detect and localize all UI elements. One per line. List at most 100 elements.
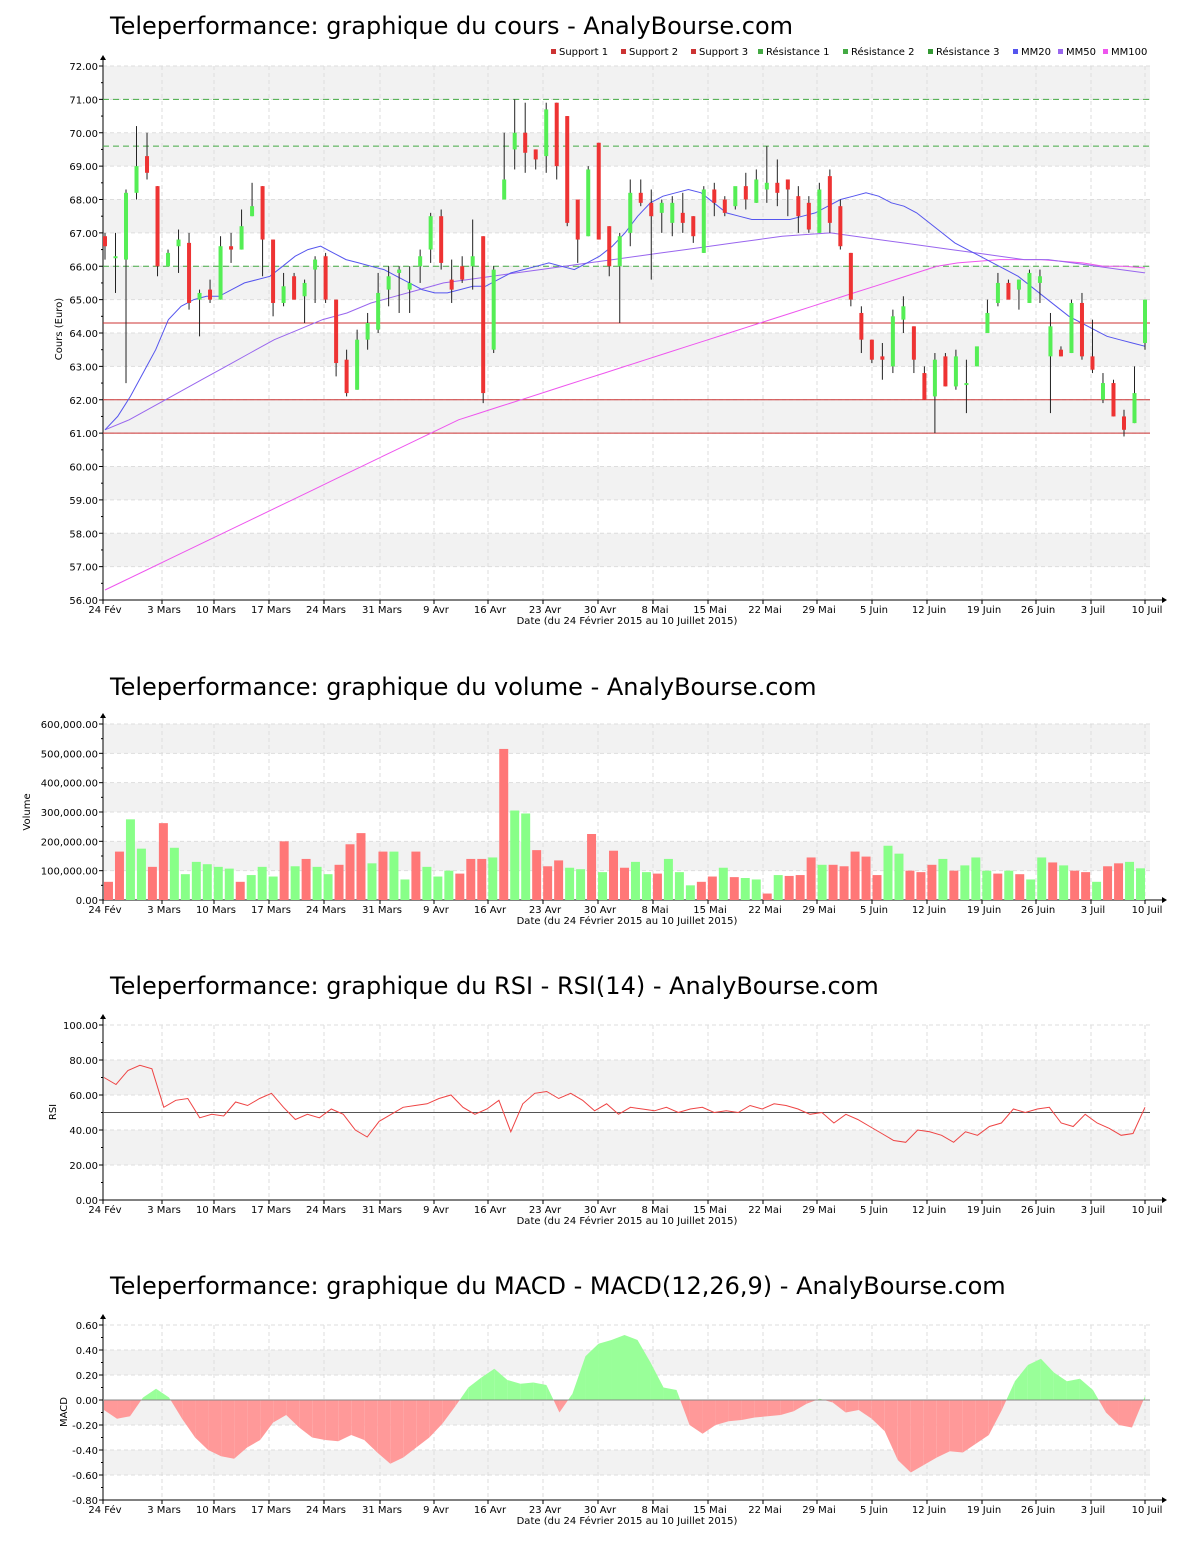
volume-bar: [1125, 861, 1135, 900]
volume-bar: [850, 851, 860, 900]
macd-area-segment: [141, 1397, 144, 1400]
macd-ytick-label: -0.40: [72, 1446, 98, 1457]
rsi-xtick-label: 10 Mars: [196, 1205, 236, 1216]
volume-bar: [312, 866, 322, 900]
volume-ylabel: Volume: [22, 793, 33, 830]
volume-bar: [334, 864, 344, 900]
price-xtick-label: 26 Juin: [1021, 605, 1055, 616]
candle-body: [943, 356, 948, 387]
macd-area-segment: [962, 1400, 976, 1453]
volume-bar: [773, 875, 783, 900]
price-xtick-label: 3 Mars: [147, 605, 181, 616]
macd-area-segment: [520, 1382, 534, 1400]
volume-xtick-label: 17 Mars: [251, 905, 291, 916]
volume-bar: [290, 866, 300, 900]
volume-xtick-label: 8 Mai: [641, 905, 668, 916]
volume-chart-title: Teleperformance: graphique du volume - A…: [109, 673, 816, 701]
macd-xtick-label: 29 Mai: [802, 1505, 835, 1516]
legend-swatch: [621, 49, 626, 54]
volume-bar: [104, 881, 113, 900]
price-xtick-label: 19 Juin: [967, 605, 1001, 616]
price-xtick-label: 5 Juin: [860, 605, 888, 616]
volume-bar: [795, 875, 805, 900]
candle-body: [596, 142, 601, 240]
price-xtick-label: 10 Mars: [196, 605, 236, 616]
candle-body: [376, 292, 381, 330]
rsi-xtick-label: 30 Avr: [584, 1205, 617, 1216]
candle-body: [407, 282, 412, 290]
macd-area-segment: [546, 1385, 554, 1400]
rsi-band: [103, 1060, 1150, 1095]
price-ytick-label: 63.00: [69, 362, 98, 373]
volume-xtick-label: 16 Avr: [474, 905, 507, 916]
price-band: [103, 533, 1150, 567]
volume-ytick-label: 100,000.00: [41, 867, 98, 878]
candle-body: [764, 182, 769, 190]
volume-bar: [861, 856, 871, 900]
candle-body: [922, 373, 927, 400]
volume-bar: [707, 876, 717, 900]
volume-ytick-label: 400,000.00: [41, 779, 98, 790]
price-xtick-label: 29 Mai: [802, 605, 835, 616]
macd-area-segment: [1040, 1358, 1054, 1400]
candle-body: [775, 182, 780, 193]
volume-bar: [938, 858, 948, 900]
candle-body: [964, 383, 969, 386]
volume-bar: [158, 823, 168, 900]
macd-area-segment: [299, 1400, 313, 1438]
macd-area-segment: [403, 1400, 417, 1458]
rsi-ytick-label: 60.00: [69, 1091, 98, 1102]
macd-area-segment: [824, 1400, 833, 1403]
rsi-xtick-label: 23 Avr: [529, 1205, 562, 1216]
candle-body: [817, 189, 822, 233]
macd-area-segment: [676, 1390, 681, 1400]
macd-chart-title: Teleperformance: graphique du MACD - MAC…: [109, 1272, 1006, 1300]
price-ytick-label: 67.00: [69, 229, 98, 240]
price-xtick-label: 10 Juil: [1132, 605, 1163, 616]
volume-bar: [1037, 857, 1047, 900]
volume-bar: [400, 879, 410, 900]
legend-swatch: [1103, 49, 1108, 54]
candle-body: [1090, 356, 1095, 370]
volume-bar: [696, 881, 706, 900]
rsi-xtick-label: 12 Juin: [912, 1205, 946, 1216]
legend-label: Support 1: [559, 47, 608, 58]
volume-bar: [971, 857, 981, 900]
volume-y-arrow: [100, 713, 106, 718]
macd-xtick-label: 31 Mars: [362, 1505, 402, 1516]
price-xtick-label: 16 Avr: [474, 605, 507, 616]
candle-body: [785, 179, 790, 190]
price-ytick-label: 66.00: [69, 262, 98, 273]
macd-area-segment: [1006, 1381, 1015, 1400]
price-ytick-label: 58.00: [69, 529, 98, 540]
candle-body: [985, 312, 990, 333]
volume-bar: [1136, 868, 1145, 900]
candle-body: [848, 252, 853, 300]
rsi-band: [103, 1025, 1150, 1060]
macd-area-segment: [429, 1400, 443, 1438]
price-band: [103, 99, 1150, 133]
volume-bar: [751, 879, 761, 900]
rsi-xtick-label: 3 Mars: [147, 1205, 181, 1216]
volume-bar: [674, 872, 684, 900]
price-ytick-label: 71.00: [69, 95, 98, 106]
price-band: [103, 299, 1150, 333]
volume-bar: [389, 851, 399, 900]
candle-body: [428, 216, 433, 250]
macd-area-segment: [858, 1400, 872, 1419]
macd-area-segment: [650, 1362, 664, 1400]
volume-xtick-label: 3 Mars: [147, 905, 181, 916]
price-ytick-label: 72.00: [69, 62, 98, 73]
price-xtick-label: 24 Mars: [306, 605, 346, 616]
price-xtick-label: 23 Avr: [529, 605, 562, 616]
volume-bar: [323, 874, 333, 900]
volume-bar: [1103, 866, 1113, 900]
macd-area-segment: [170, 1400, 183, 1419]
volume-bar: [268, 876, 278, 900]
legend-swatch: [1058, 49, 1063, 54]
macd-area-segment: [1098, 1400, 1106, 1413]
price-band: [103, 433, 1150, 467]
candle-body: [796, 196, 801, 217]
candle-body: [1027, 272, 1032, 303]
candle-body: [995, 282, 1000, 303]
